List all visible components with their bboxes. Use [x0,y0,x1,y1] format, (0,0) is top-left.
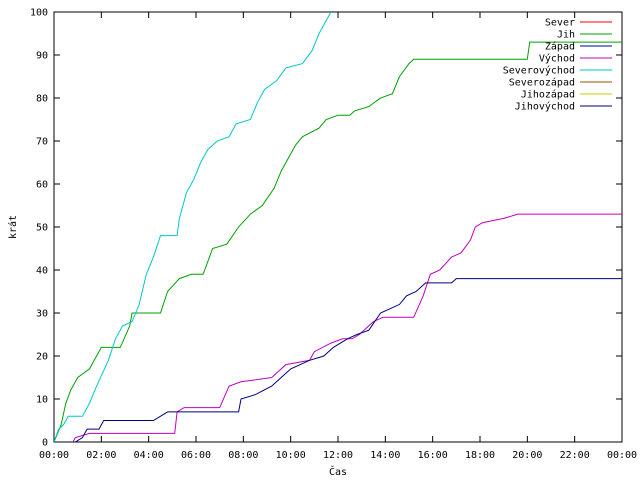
legend-label: Jih [557,30,575,41]
x-tick-label: 14:00 [370,450,400,461]
x-tick-label: 08:00 [228,450,258,461]
x-tick-label: 06:00 [181,450,211,461]
plot-border [53,11,623,443]
x-axis-label: Čas [329,465,347,478]
x-tick-label: 10:00 [276,450,306,461]
legend-label: Severovýchod [503,65,575,77]
x-tick-label: 22:00 [560,450,590,461]
y-axis: 0 10 20 30 40 50 60 70 80 90 100 [30,8,622,449]
x-tick-label: 18:00 [465,450,495,461]
y-tick-label: 10 [36,395,48,406]
x-tick-label: 00:00 [607,450,637,461]
y-tick-label: 30 [36,309,48,320]
x-tick-label: 16:00 [418,450,448,461]
series-line-4 [54,12,332,442]
legend-label: Jihozápad [521,89,575,101]
series-line-1 [54,41,622,442]
x-tick-label: 00:00 [39,450,69,461]
y-tick-label: 20 [36,352,48,363]
y-tick-label: 70 [36,137,48,148]
legend-label: Sever [545,18,575,29]
y-axis-label: krát [7,215,19,239]
plot-frame [53,11,623,443]
y-tick-label: 90 [36,51,48,62]
legend-label: Západ [545,41,575,53]
legend-label: Severozápad [509,77,575,89]
y-tick-label: 50 [36,223,48,234]
series-layer [54,12,622,442]
series-line-7 [75,278,622,442]
x-tick-label: 20:00 [512,450,542,461]
legend-label: Východ [539,53,575,65]
x-axis: 00:00 02:00 04:00 06:00 08:00 10:00 12:00 14:00… [39,12,637,461]
x-tick-label: 12:00 [323,450,353,461]
x-tick-label: 04:00 [134,450,164,461]
x-tick-label: 02:00 [86,450,116,461]
y-tick-label: 80 [36,94,48,105]
series-line-3 [72,213,622,442]
y-tick-label: 100 [30,8,48,19]
legend: SeverJihZápadVýchodSeverovýchodSeverozáp… [503,18,612,113]
y-tick-label: 0 [42,438,48,449]
y-tick-label: 40 [36,266,48,277]
y-tick-label: 60 [36,180,48,191]
legend-label: Jihovýchod [515,101,575,113]
